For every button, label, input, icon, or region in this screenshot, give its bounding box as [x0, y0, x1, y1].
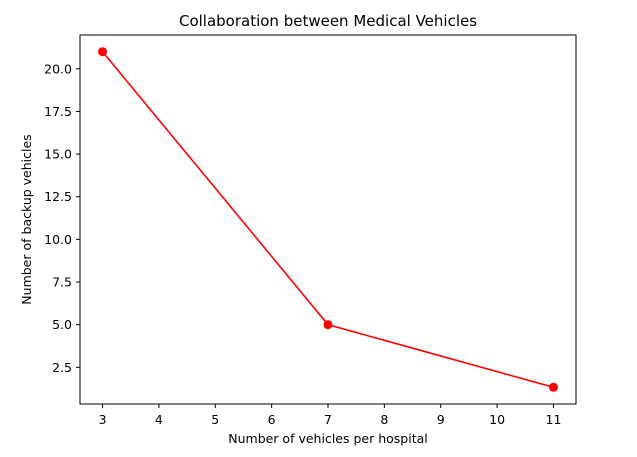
y-tick-label: 2.5 [52, 360, 72, 375]
y-tick-label: 10.0 [44, 232, 72, 247]
y-tick-label: 15.0 [44, 147, 72, 162]
x-tick-label: 3 [99, 412, 107, 427]
plot-area [80, 35, 576, 404]
y-tick-label: 7.5 [52, 275, 72, 290]
series-layer [98, 47, 558, 392]
plot-frame [79, 34, 577, 405]
x-axis-label: Number of vehicles per hospital [228, 431, 427, 446]
x-tick-label: 11 [546, 412, 562, 427]
y-tick-label: 5.0 [52, 317, 72, 332]
y-tick-label: 12.5 [44, 189, 72, 204]
x-axis-ticks: 3 4 5 6 7 8 9 10 11 [99, 404, 562, 427]
x-tick-label: 5 [211, 412, 219, 427]
x-tick-label: 10 [489, 412, 505, 427]
x-tick-label: 7 [324, 412, 332, 427]
x-tick-label: 4 [155, 412, 163, 427]
y-axis-ticks: 2.5 5.0 7.5 10.0 12.5 15.0 17.5 20.0 [44, 61, 80, 375]
x-tick-label: 8 [380, 412, 388, 427]
data-point [323, 320, 333, 330]
data-point [98, 47, 108, 57]
chart-title: Collaboration between Medical Vehicles [179, 12, 477, 30]
data-point [548, 382, 558, 392]
y-tick-label: 20.0 [44, 61, 72, 76]
y-axis-label: Number of backup vehicles [19, 134, 34, 304]
x-tick-label: 9 [437, 412, 445, 427]
x-tick-label: 6 [268, 412, 276, 427]
y-tick-label: 17.5 [44, 104, 72, 119]
